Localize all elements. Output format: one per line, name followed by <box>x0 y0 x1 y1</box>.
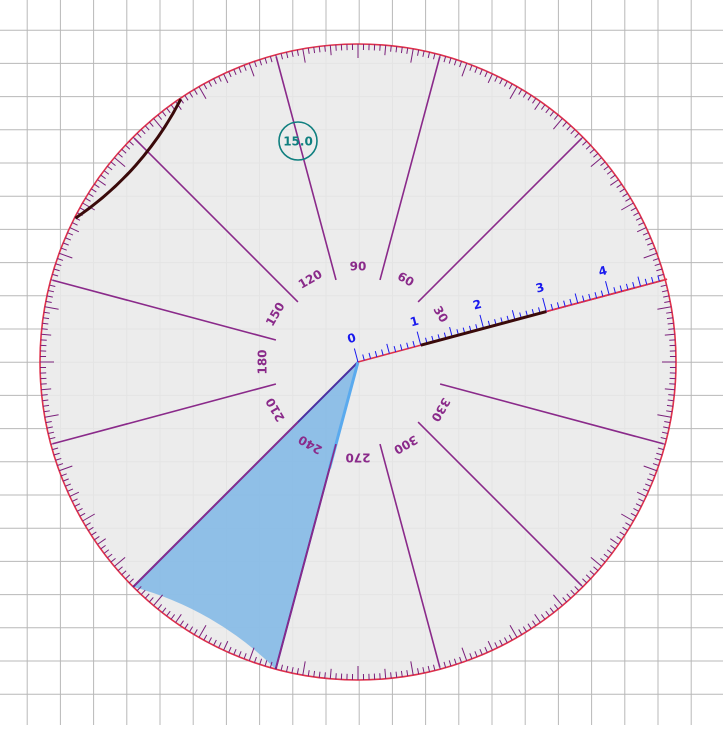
degree-tick <box>391 46 392 52</box>
angle-label: 90 <box>350 260 367 274</box>
angle-label: 180 <box>256 349 270 374</box>
degree-tick <box>391 672 392 678</box>
angle-label: 270 <box>345 451 370 465</box>
readout-value: 15.0 <box>283 135 313 149</box>
degree-tick <box>325 46 326 52</box>
degree-tick <box>325 672 326 678</box>
degree-tick <box>42 395 48 396</box>
degree-tick <box>668 329 674 330</box>
degree-tick <box>42 329 48 330</box>
degree-tick <box>668 395 674 396</box>
